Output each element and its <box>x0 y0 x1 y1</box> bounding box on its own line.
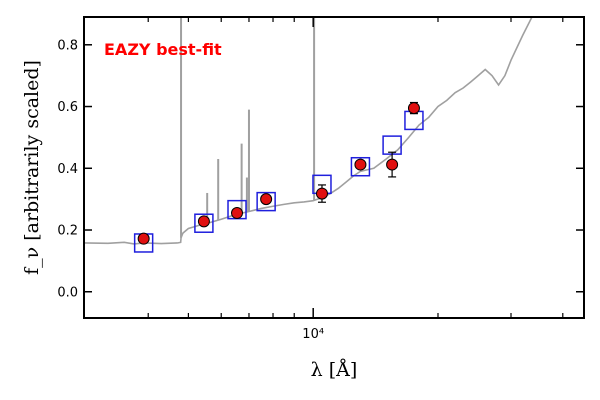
annotation-label: EAZY best-fit <box>104 40 222 59</box>
y-tick-label: 0.2 <box>57 224 78 239</box>
observed-flux-point <box>137 232 150 245</box>
observed-flux-point <box>315 187 328 200</box>
y-tick-label: 0.8 <box>57 38 78 53</box>
x-axis-label: λ [Å] <box>311 359 358 381</box>
observed-flux-point <box>407 102 420 115</box>
observed-flux-point <box>260 193 273 206</box>
model-flux-box <box>382 135 402 155</box>
model-flux-box <box>194 213 214 233</box>
x-tick-label: 10⁴ <box>302 327 324 342</box>
plot-frame <box>83 16 585 319</box>
y-tick-label: 0.4 <box>57 162 78 177</box>
model-flux-box <box>256 191 276 212</box>
observed-flux-point <box>197 215 210 228</box>
observed-flux-point <box>354 158 367 171</box>
plot-content <box>84 17 533 253</box>
model-flux-box <box>350 156 371 177</box>
y-axis-label: f_ν [arbitrarily scaled] <box>21 60 43 275</box>
axes: 0.0 0.2 0.4 0.6 0.8 10⁴ <box>57 16 585 342</box>
observed-flux-point <box>231 207 244 220</box>
plot-area <box>84 17 533 253</box>
y-tick-label: 0.0 <box>57 285 78 300</box>
observed-flux-point <box>386 158 399 171</box>
y-tick-label: 0.6 <box>57 100 78 115</box>
